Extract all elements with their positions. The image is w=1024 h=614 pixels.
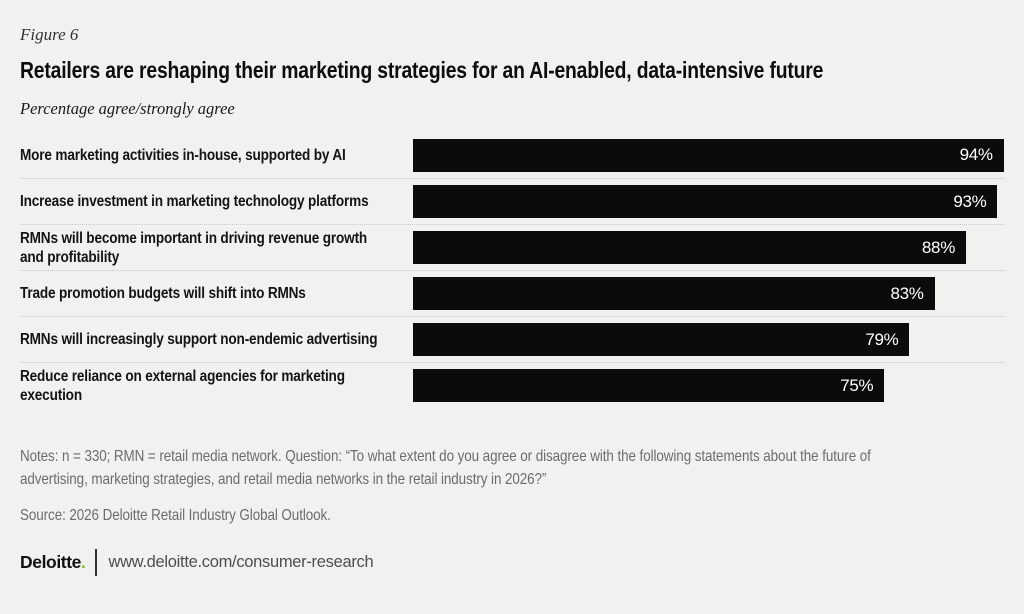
chart-row: More marketing activities in-house, supp…	[20, 132, 1005, 178]
bar-track: 94%	[413, 138, 1005, 172]
bar-category-label: Reduce reliance on external agencies for…	[20, 367, 413, 405]
chart-row: Reduce reliance on external agencies for…	[20, 362, 1005, 408]
bar-category-label-text: RMNs will become important in driving re…	[20, 229, 368, 266]
bar-value-label: 93%	[953, 191, 987, 211]
footer: Deloitte. www.deloitte.com/consumer-rese…	[20, 547, 1005, 577]
bar-category-label: Trade promotion budgets will shift into …	[20, 284, 413, 303]
bar: 93%	[413, 185, 998, 218]
page-title-text: Retailers are reshaping their marketing …	[20, 57, 824, 83]
bar-track: 79%	[413, 323, 1005, 356]
bar-value-label: 83%	[890, 283, 924, 303]
source-text: Source: 2026 Deloitte Retail Industry Gl…	[20, 505, 1005, 527]
figure-container: Figure 6 Retailers are reshaping their m…	[0, 24, 1024, 614]
notes-text: Notes: n = 330; RMN = retail media netwo…	[20, 445, 1005, 491]
bar-category-label-text: Trade promotion budgets will shift into …	[20, 285, 306, 302]
deloitte-logo-text: Deloitte	[20, 551, 81, 572]
bar-category-label: RMNs will increasingly support non-endem…	[20, 330, 413, 349]
bar-track: 93%	[413, 185, 1005, 218]
chart-row: RMNs will become important in driving re…	[20, 224, 1005, 270]
bar-category-label: RMNs will become important in driving re…	[20, 229, 413, 267]
bar-track: 75%	[413, 369, 1005, 402]
bar-track: 83%	[413, 277, 1005, 310]
bar-category-label-text: More marketing activities in-house, supp…	[20, 146, 346, 164]
bar-value-label: 75%	[840, 375, 874, 395]
source-text-content: Source: 2026 Deloitte Retail Industry Gl…	[20, 507, 331, 524]
bar-category-label: Increase investment in marketing technol…	[20, 192, 413, 211]
bar: 88%	[413, 231, 967, 264]
footer-url[interactable]: www.deloitte.com/consumer-research	[108, 552, 374, 571]
bar-track: 88%	[413, 231, 1005, 264]
bar-chart: More marketing activities in-house, supp…	[20, 132, 1005, 408]
bar-category-label-text: RMNs will increasingly support non-endem…	[20, 331, 378, 348]
bar: 79%	[413, 323, 910, 356]
bar: 94%	[413, 138, 1004, 172]
bar-value-label: 79%	[865, 329, 899, 349]
bar: 75%	[413, 369, 885, 402]
figure-number: Figure 6	[20, 25, 79, 44]
footer-divider	[95, 548, 98, 576]
bar: 83%	[413, 277, 935, 310]
bar-category-label-text: Reduce reliance on external agencies for…	[20, 367, 345, 404]
bar-category-label: More marketing activities in-house, supp…	[20, 146, 413, 165]
bar-category-label-text: Increase investment in marketing technol…	[20, 193, 369, 210]
page-title: Retailers are reshaping their marketing …	[20, 55, 1005, 85]
chart-subtitle: Percentage agree/strongly agree	[20, 99, 235, 118]
bar-value-label: 94%	[959, 145, 993, 164]
notes-text-content: Notes: n = 330; RMN = retail media netwo…	[20, 448, 871, 488]
chart-row: Trade promotion budgets will shift into …	[20, 270, 1005, 316]
deloitte-logo: Deloitte.	[20, 551, 86, 573]
deloitte-green-dot: .	[80, 551, 86, 572]
chart-row: Increase investment in marketing technol…	[20, 178, 1005, 224]
chart-row: RMNs will increasingly support non-endem…	[20, 316, 1005, 362]
bar-value-label: 88%	[921, 237, 956, 257]
